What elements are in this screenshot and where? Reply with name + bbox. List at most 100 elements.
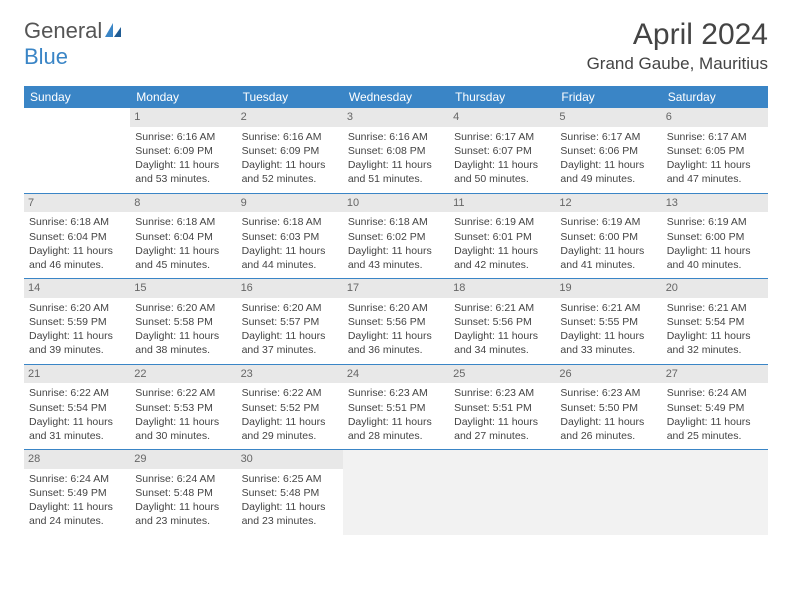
day-number: [24, 108, 130, 127]
day-info-line: Daylight: 11 hours: [560, 415, 656, 429]
day-info-line: Sunrise: 6:23 AM: [348, 386, 444, 400]
day-cell: 1Sunrise: 6:16 AMSunset: 6:09 PMDaylight…: [130, 108, 236, 193]
week-row: 1Sunrise: 6:16 AMSunset: 6:09 PMDaylight…: [24, 108, 768, 193]
day-info-line: Sunrise: 6:22 AM: [135, 386, 231, 400]
day-info-line: Sunset: 5:59 PM: [29, 315, 125, 329]
day-info-line: Daylight: 11 hours: [348, 329, 444, 343]
day-info-line: Sunrise: 6:24 AM: [667, 386, 763, 400]
day-info-line: Sunrise: 6:20 AM: [29, 301, 125, 315]
day-number: [662, 450, 768, 469]
day-info-line: Sunrise: 6:24 AM: [135, 472, 231, 486]
day-info-line: Sunset: 5:55 PM: [560, 315, 656, 329]
day-info-line: Sunset: 6:08 PM: [348, 144, 444, 158]
day-cell: [662, 450, 768, 535]
day-info-line: Daylight: 11 hours: [454, 158, 550, 172]
day-cell: 8Sunrise: 6:18 AMSunset: 6:04 PMDaylight…: [130, 193, 236, 279]
day-info-line: Sunset: 6:04 PM: [29, 230, 125, 244]
day-info-line: Sunrise: 6:16 AM: [135, 130, 231, 144]
day-info-line: and 49 minutes.: [560, 172, 656, 186]
week-row: 21Sunrise: 6:22 AMSunset: 5:54 PMDayligh…: [24, 364, 768, 450]
day-number: 4: [449, 108, 555, 127]
day-number: 9: [237, 194, 343, 213]
day-info-line: Sunset: 6:00 PM: [667, 230, 763, 244]
day-number: 25: [449, 365, 555, 384]
day-info-line: Daylight: 11 hours: [135, 329, 231, 343]
day-info-line: and 53 minutes.: [135, 172, 231, 186]
day-info-line: Sunset: 5:51 PM: [454, 401, 550, 415]
day-info-line: and 23 minutes.: [135, 514, 231, 528]
day-number: 8: [130, 194, 236, 213]
day-number: [555, 450, 661, 469]
logo-word-general: General: [24, 18, 102, 43]
day-cell: 14 Sunrise: 6:20 AMSunset: 5:59 PMDayligh…: [24, 279, 130, 365]
day-number: 12: [555, 194, 661, 213]
day-number: 7: [24, 194, 130, 213]
day-info-line: and 26 minutes.: [560, 429, 656, 443]
day-info-line: Sunrise: 6:18 AM: [29, 215, 125, 229]
day-info-line: Sunset: 6:03 PM: [242, 230, 338, 244]
day-number: 23: [237, 365, 343, 384]
day-info-line: Sunrise: 6:20 AM: [242, 301, 338, 315]
week-row: 7Sunrise: 6:18 AMSunset: 6:04 PMDaylight…: [24, 193, 768, 279]
day-info-line: Sunset: 5:48 PM: [135, 486, 231, 500]
day-cell: 12Sunrise: 6:19 AMSunset: 6:00 PMDayligh…: [555, 193, 661, 279]
day-info-line: Daylight: 11 hours: [135, 158, 231, 172]
day-info-line: and 24 minutes.: [29, 514, 125, 528]
day-info-line: Daylight: 11 hours: [560, 158, 656, 172]
day-info-line: and 52 minutes.: [242, 172, 338, 186]
day-number: 20: [662, 279, 768, 298]
day-cell: 29Sunrise: 6:24 AMSunset: 5:48 PMDayligh…: [130, 450, 236, 535]
calendar-table: Sunday Monday Tuesday Wednesday Thursday…: [24, 86, 768, 535]
title-block: April 2024 Grand Gaube, Mauritius: [587, 18, 768, 74]
day-info-line: Sunrise: 6:16 AM: [242, 130, 338, 144]
header: General Blue April 2024 Grand Gaube, Mau…: [24, 18, 768, 74]
day-info-line: Daylight: 11 hours: [667, 158, 763, 172]
day-info-line: Sunrise: 6:18 AM: [242, 215, 338, 229]
day-info-line: Sunset: 6:00 PM: [560, 230, 656, 244]
day-cell: 15Sunrise: 6:20 AMSunset: 5:58 PMDayligh…: [130, 279, 236, 365]
day-info-line: Sunrise: 6:22 AM: [242, 386, 338, 400]
day-cell: 6Sunrise: 6:17 AMSunset: 6:05 PMDaylight…: [662, 108, 768, 193]
col-monday: Monday: [130, 86, 236, 108]
day-info-line: and 43 minutes.: [348, 258, 444, 272]
day-info-line: and 50 minutes.: [454, 172, 550, 186]
day-info-line: Sunset: 6:02 PM: [348, 230, 444, 244]
day-number: 1: [130, 108, 236, 127]
day-number: 16: [237, 279, 343, 298]
col-tuesday: Tuesday: [237, 86, 343, 108]
day-cell: 16Sunrise: 6:20 AMSunset: 5:57 PMDayligh…: [237, 279, 343, 365]
week-row: 14Sunrise: 6:20 AMSunset: 5:59 PMDayligh…: [24, 279, 768, 365]
col-saturday: Saturday: [662, 86, 768, 108]
day-cell: 19Sunrise: 6:21 AMSunset: 5:55 PMDayligh…: [555, 279, 661, 365]
day-info-line: and 41 minutes.: [560, 258, 656, 272]
day-info-line: Sunset: 5:58 PM: [135, 315, 231, 329]
day-info-line: Daylight: 11 hours: [454, 244, 550, 258]
day-info-line: Sunset: 6:04 PM: [135, 230, 231, 244]
day-info-line: Sunrise: 6:23 AM: [560, 386, 656, 400]
day-number: 3: [343, 108, 449, 127]
logo-sail-icon: [104, 22, 122, 38]
day-cell: 9Sunrise: 6:18 AMSunset: 6:03 PMDaylight…: [237, 193, 343, 279]
day-cell: 26Sunrise: 6:23 AMSunset: 5:50 PMDayligh…: [555, 364, 661, 450]
day-number: 21: [24, 365, 130, 384]
day-info-line: Daylight: 11 hours: [29, 500, 125, 514]
logo: General Blue: [24, 18, 122, 70]
day-number: 14: [24, 279, 130, 298]
day-info-line: Daylight: 11 hours: [29, 329, 125, 343]
day-info-line: and 40 minutes.: [667, 258, 763, 272]
day-info-line: Sunset: 6:07 PM: [454, 144, 550, 158]
day-info-line: Daylight: 11 hours: [454, 415, 550, 429]
col-sunday: Sunday: [24, 86, 130, 108]
day-number: 30: [237, 450, 343, 469]
day-cell: 18Sunrise: 6:21 AMSunset: 5:56 PMDayligh…: [449, 279, 555, 365]
day-info-line: Sunset: 5:49 PM: [667, 401, 763, 415]
day-info-line: Sunrise: 6:19 AM: [560, 215, 656, 229]
day-number: 17: [343, 279, 449, 298]
day-info-line: Sunrise: 6:21 AM: [560, 301, 656, 315]
day-info-line: and 25 minutes.: [667, 429, 763, 443]
location: Grand Gaube, Mauritius: [587, 54, 768, 74]
day-number: 19: [555, 279, 661, 298]
day-info-line: Sunrise: 6:18 AM: [135, 215, 231, 229]
day-info-line: Daylight: 11 hours: [348, 158, 444, 172]
day-number: [343, 450, 449, 469]
